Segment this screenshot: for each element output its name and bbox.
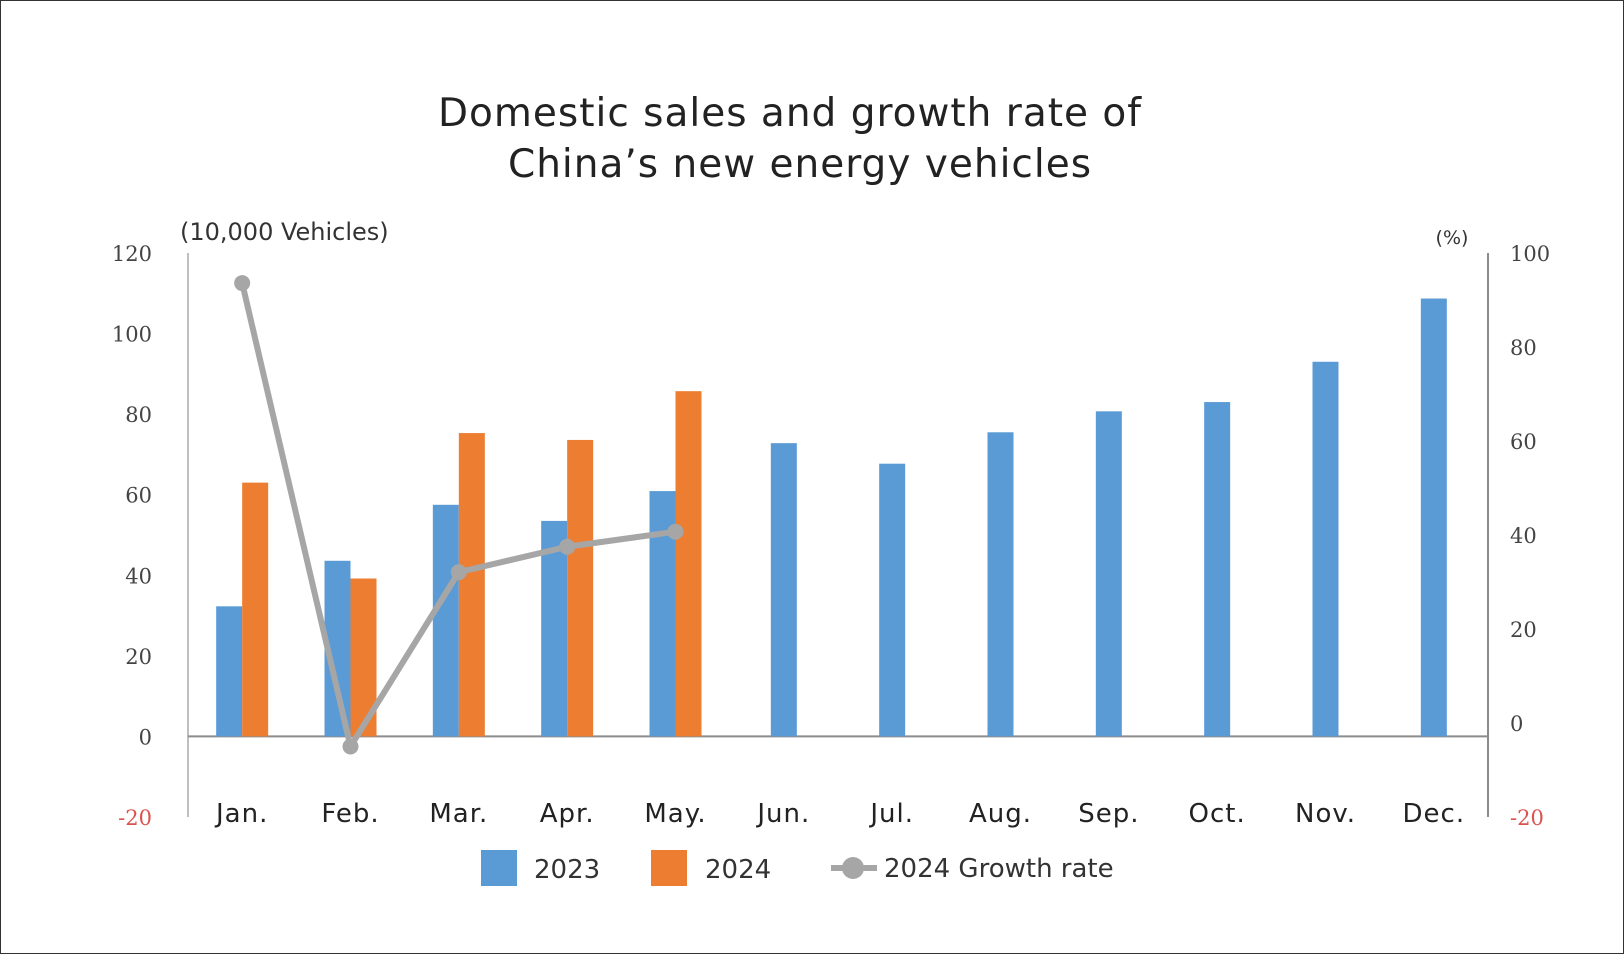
- bar-2024-2: [458, 433, 485, 737]
- chart-title-line2: China’s new energy vehicles: [508, 142, 1092, 187]
- x-category-label: Nov.: [1295, 799, 1356, 829]
- growth-rate-point-2: [450, 564, 467, 581]
- left-tick-label: 0: [139, 725, 152, 749]
- right-tick-label: 0: [1510, 712, 1523, 736]
- x-category-label: Dec.: [1403, 799, 1466, 829]
- right-axis-unit-label: (%): [1436, 227, 1469, 249]
- x-category-label: May.: [644, 799, 706, 829]
- left-tick-label: 120: [112, 242, 152, 266]
- x-category-label: Jun.: [755, 799, 810, 829]
- right-tick-label: 20: [1510, 618, 1537, 642]
- legend-label-2024: 2024: [705, 855, 771, 885]
- legend-label-2023: 2023: [534, 855, 600, 885]
- bar-2023-0: [216, 606, 243, 737]
- legend-marker-growth: [842, 857, 864, 879]
- bar-2023-5: [770, 443, 797, 737]
- bar-2023-3: [541, 520, 568, 737]
- bar-2024-4: [675, 391, 702, 737]
- x-category-label: Sep.: [1078, 799, 1139, 829]
- growth-rate-point-3: [559, 538, 576, 555]
- left-tick-label: 80: [125, 403, 152, 427]
- bar-2023-9: [1204, 402, 1231, 737]
- right-tick-label: 60: [1510, 430, 1537, 454]
- x-category-label: Aug.: [969, 799, 1032, 829]
- right-tick-label: 100: [1510, 242, 1550, 266]
- bar-2023-10: [1312, 361, 1339, 737]
- x-category-label: Feb.: [321, 799, 379, 829]
- bar-2023-6: [879, 463, 906, 737]
- x-category-label: Apr.: [540, 799, 595, 829]
- bar-2023-11: [1420, 298, 1447, 737]
- left-tick-label: -20: [118, 806, 152, 830]
- growth-rate-point-4: [667, 523, 684, 540]
- x-category-label: Oct.: [1189, 799, 1246, 829]
- legend-label-growth: 2024 Growth rate: [884, 854, 1114, 884]
- left-tick-label: 60: [125, 484, 152, 508]
- x-category-label: Jul.: [868, 799, 914, 829]
- left-tick-label: 20: [125, 645, 152, 669]
- bar-2023-8: [1095, 411, 1122, 737]
- left-axis-unit-label: (10,000 Vehicles): [180, 218, 389, 246]
- growth-rate-point-1: [342, 738, 359, 755]
- legend-swatch-2023: [481, 850, 517, 886]
- bar-2023-7: [987, 432, 1014, 737]
- right-tick-label: 80: [1510, 336, 1537, 360]
- bar-2023-2: [432, 504, 459, 737]
- x-category-label: Mar.: [429, 799, 488, 829]
- left-tick-label: 40: [125, 564, 152, 588]
- right-tick-label: -20: [1510, 806, 1544, 830]
- right-tick-label: 40: [1510, 524, 1537, 548]
- x-category-label: Jan.: [214, 799, 268, 829]
- left-tick-label: 100: [112, 323, 152, 347]
- legend-swatch-2024: [651, 850, 687, 886]
- growth-rate-point-0: [234, 275, 251, 292]
- chart-title-line1: Domestic sales and growth rate of: [438, 91, 1142, 136]
- bar-2024-0: [242, 482, 269, 737]
- bar-2024-3: [567, 439, 594, 737]
